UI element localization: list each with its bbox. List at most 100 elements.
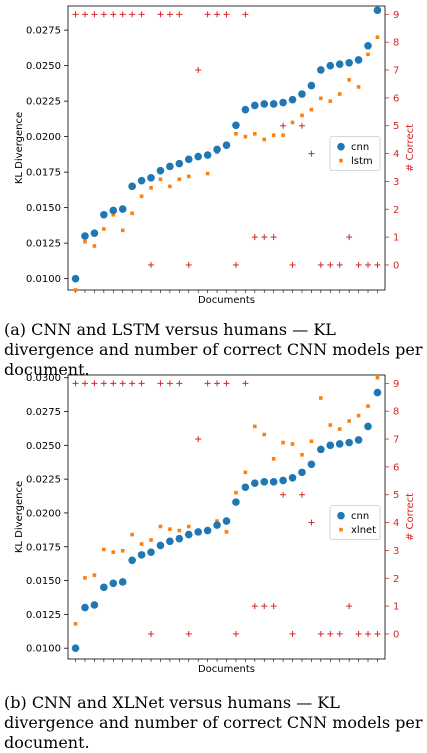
point-xlnet	[347, 419, 351, 423]
point-lstm	[83, 239, 87, 244]
point-cnn	[326, 61, 335, 70]
point-cnn	[251, 101, 259, 110]
correct-count-marker	[251, 603, 258, 610]
point-cnn	[100, 210, 108, 219]
correct-count-marker	[242, 380, 249, 387]
correct-count-marker	[365, 630, 372, 637]
point-xlnet	[168, 527, 172, 531]
point-cnn	[81, 232, 89, 240]
point-cnn	[279, 476, 287, 485]
correct-count-marker	[81, 380, 88, 387]
correct-count-marker	[110, 380, 117, 387]
y-tick-label: 0.0125	[26, 610, 61, 621]
point-cnn	[317, 445, 325, 454]
point-cnn	[326, 441, 335, 450]
y2-tick-label: 2	[393, 205, 399, 216]
correct-count-marker	[317, 261, 324, 268]
point-lstm	[158, 177, 163, 182]
y2-tick-label: 9	[393, 379, 399, 390]
correct-count-marker	[138, 380, 145, 387]
point-xlnet	[243, 470, 248, 475]
legend-marker-cnn	[337, 142, 345, 151]
point-cnn	[194, 152, 202, 161]
point-lstm	[300, 113, 304, 118]
point-xlnet	[375, 375, 380, 380]
point-cnn	[90, 601, 99, 609]
correct-count-marker	[298, 491, 305, 498]
point-xlnet	[111, 550, 116, 554]
point-lstm	[281, 133, 285, 138]
correct-count-marker	[166, 11, 173, 18]
y2-tick-label: 3	[393, 177, 399, 188]
y-tick-label: 0.0200	[26, 508, 61, 519]
correct-count-marker	[317, 630, 324, 637]
correct-count-marker	[374, 630, 381, 637]
point-cnn	[288, 95, 297, 104]
point-cnn	[137, 551, 146, 559]
correct-count-marker	[289, 630, 296, 637]
y-tick-label: 0.0175	[26, 542, 61, 553]
correct-count-marker	[148, 261, 155, 268]
point-cnn	[90, 229, 99, 237]
point-xlnet	[215, 519, 219, 523]
y-tick-label: 0.0125	[26, 239, 61, 250]
point-lstm	[205, 171, 210, 176]
point-cnn	[137, 176, 146, 185]
legend-marker-xlnet	[339, 527, 343, 532]
y2-tick-label: 4	[393, 149, 399, 160]
y2-tick-label: 1	[393, 233, 399, 244]
y-axis-label: KL Divergence	[14, 112, 25, 184]
correct-count-marker	[261, 603, 268, 610]
y-tick-label: 0.0275	[26, 407, 61, 418]
correct-count-marker	[374, 261, 381, 268]
correct-count-marker	[289, 261, 296, 268]
x-axis-label: Documents	[198, 295, 255, 306]
correct-count-marker	[185, 630, 192, 637]
point-cnn	[147, 174, 155, 182]
point-lstm	[234, 132, 238, 136]
y2-tick-label: 7	[393, 66, 399, 77]
correct-count-marker	[119, 11, 126, 18]
point-lstm	[319, 96, 323, 101]
correct-count-marker	[336, 261, 343, 268]
point-cnn	[118, 205, 127, 213]
correct-count-marker	[214, 380, 221, 387]
point-cnn	[354, 56, 363, 64]
caption-a: (a) CNN and LSTM versus humans — KL dive…	[4, 320, 423, 379]
point-cnn	[279, 98, 287, 107]
point-lstm	[139, 194, 144, 199]
y-tick-label: 0.0150	[26, 203, 61, 214]
y-tick-label: 0.0275	[26, 26, 61, 37]
legend-marker-lstm	[339, 158, 343, 163]
point-xlnet	[271, 457, 276, 461]
point-xlnet	[319, 396, 323, 400]
x-axis-label: Documents	[198, 664, 255, 675]
point-lstm	[102, 227, 106, 231]
point-cnn	[345, 59, 353, 67]
correct-count-marker	[129, 11, 136, 18]
point-lstm	[73, 288, 78, 292]
point-cnn	[364, 422, 372, 431]
point-xlnet	[186, 524, 191, 529]
y-tick-label: 0.0100	[26, 644, 61, 655]
correct-count-marker	[232, 261, 239, 268]
point-lstm	[168, 184, 172, 189]
point-cnn	[373, 6, 382, 15]
point-cnn	[241, 105, 250, 114]
y2-axis-label: # Correct	[405, 493, 416, 541]
point-cnn	[335, 60, 344, 69]
correct-count-marker	[185, 261, 192, 268]
correct-count-marker	[355, 630, 362, 637]
correct-count-marker	[166, 380, 173, 387]
point-xlnet	[328, 423, 333, 427]
correct-count-marker	[138, 11, 145, 18]
correct-count-marker	[176, 11, 183, 18]
point-xlnet	[290, 442, 295, 446]
point-xlnet	[158, 524, 163, 529]
point-cnn	[335, 440, 344, 448]
correct-count-marker	[298, 122, 305, 129]
point-lstm	[347, 78, 351, 82]
correct-count-marker	[327, 261, 334, 268]
correct-count-marker	[195, 436, 202, 443]
point-cnn	[128, 182, 136, 191]
